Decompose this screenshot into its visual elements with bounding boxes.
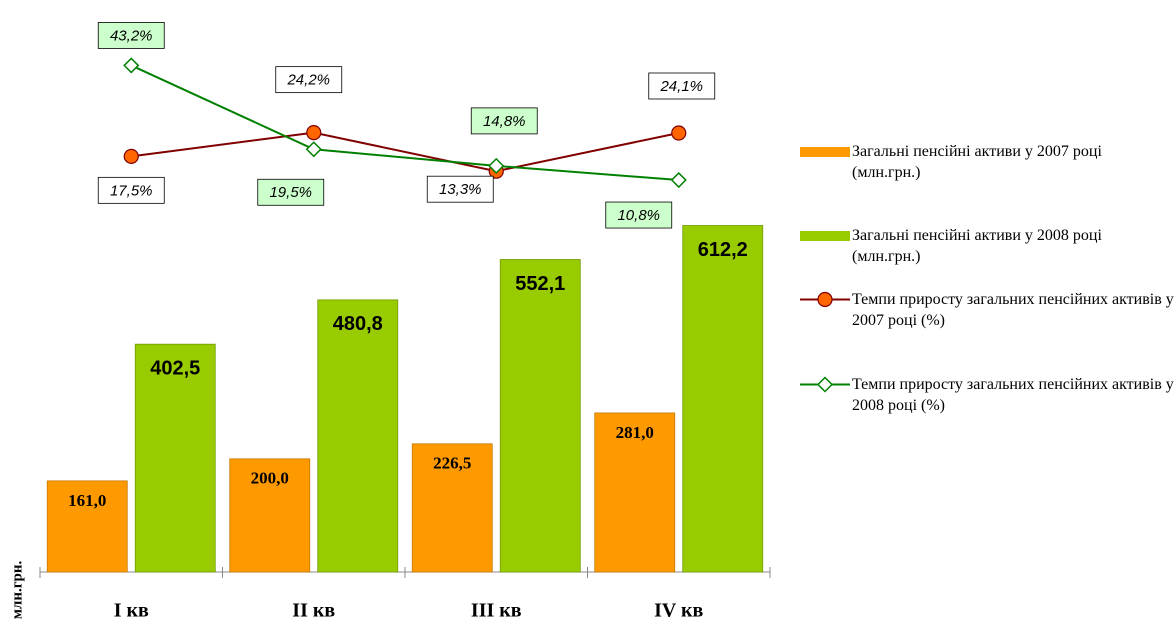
marker — [306, 125, 322, 141]
legend-item: Загальні пенсійні активи у 2008 році (мл… — [800, 225, 1176, 267]
marker — [305, 141, 322, 158]
legend-label: Загальні пенсійні активи у 2007 році (мл… — [852, 143, 1102, 181]
legend-swatch-bar — [800, 147, 850, 157]
x-tick-label: IV кв — [654, 600, 703, 622]
data-label: 24,2% — [286, 72, 330, 89]
y-axis-label: млн.грн. — [9, 560, 25, 619]
data-label-box — [97, 176, 165, 204]
data-label-box — [426, 175, 494, 203]
bar — [229, 458, 311, 573]
bar — [682, 225, 764, 573]
legend-label: Темпи приросту загальних пенсійних актив… — [852, 291, 1174, 329]
data-label: 10,8% — [617, 207, 660, 224]
bar — [499, 259, 581, 573]
x-tick-label: III кв — [471, 600, 522, 622]
bar — [134, 343, 216, 573]
bar-value-label: 612,2 — [698, 239, 748, 261]
bar-value-label: 480,8 — [333, 313, 383, 335]
bar-value-label: 402,5 — [150, 357, 200, 379]
marker — [670, 171, 687, 189]
legend-item: Загальні пенсійні активи у 2007 році (мл… — [800, 141, 1176, 183]
bar — [411, 443, 493, 573]
bar — [317, 299, 399, 573]
bar-value-label: 281,0 — [616, 423, 654, 442]
data-label: 13,3% — [439, 181, 482, 198]
data-label-box — [470, 107, 538, 135]
bar — [46, 480, 128, 573]
legend-swatch — [800, 231, 850, 241]
data-label-box — [97, 22, 165, 49]
bar-value-label: 161,0 — [68, 491, 106, 510]
x-tick-label: II кв — [292, 600, 335, 622]
data-label-box — [275, 66, 343, 94]
line — [130, 64, 679, 182]
legend-item: Темпи приросту загальних пенсійних актив… — [800, 374, 1176, 416]
data-label-box — [257, 178, 325, 206]
legend-swatch-marker — [816, 376, 834, 393]
bar-value-label: 552,1 — [515, 273, 565, 295]
bar-value-label: 226,5 — [433, 454, 471, 473]
data-label: 19,5% — [269, 184, 312, 201]
marker — [123, 57, 140, 74]
marker — [671, 125, 687, 141]
legend-item: Темпи приросту загальних пенсійних актив… — [800, 289, 1176, 331]
legend-swatch-bar — [800, 231, 850, 241]
legend-label: Загальні пенсійні активи у 2008 році (мл… — [852, 227, 1102, 265]
data-label: 24,1% — [659, 78, 703, 95]
bar-value-label: 200,0 — [251, 469, 289, 488]
data-label: 17,5% — [110, 182, 153, 199]
legend-swatch-marker — [817, 291, 833, 308]
marker — [488, 157, 505, 174]
data-label: 43,2% — [110, 27, 153, 44]
legend-swatch — [800, 291, 850, 308]
x-tick-label: I кв — [114, 600, 149, 622]
bar — [594, 412, 676, 573]
legend-swatch — [800, 147, 850, 157]
data-label: 14,8% — [483, 113, 526, 130]
line — [131, 131, 679, 173]
marker — [123, 148, 139, 164]
data-label-box — [648, 72, 716, 100]
legend-swatch — [800, 376, 850, 393]
data-label-box — [605, 201, 673, 229]
legend-label: Темпи приросту загальних пенсійних актив… — [852, 376, 1174, 414]
